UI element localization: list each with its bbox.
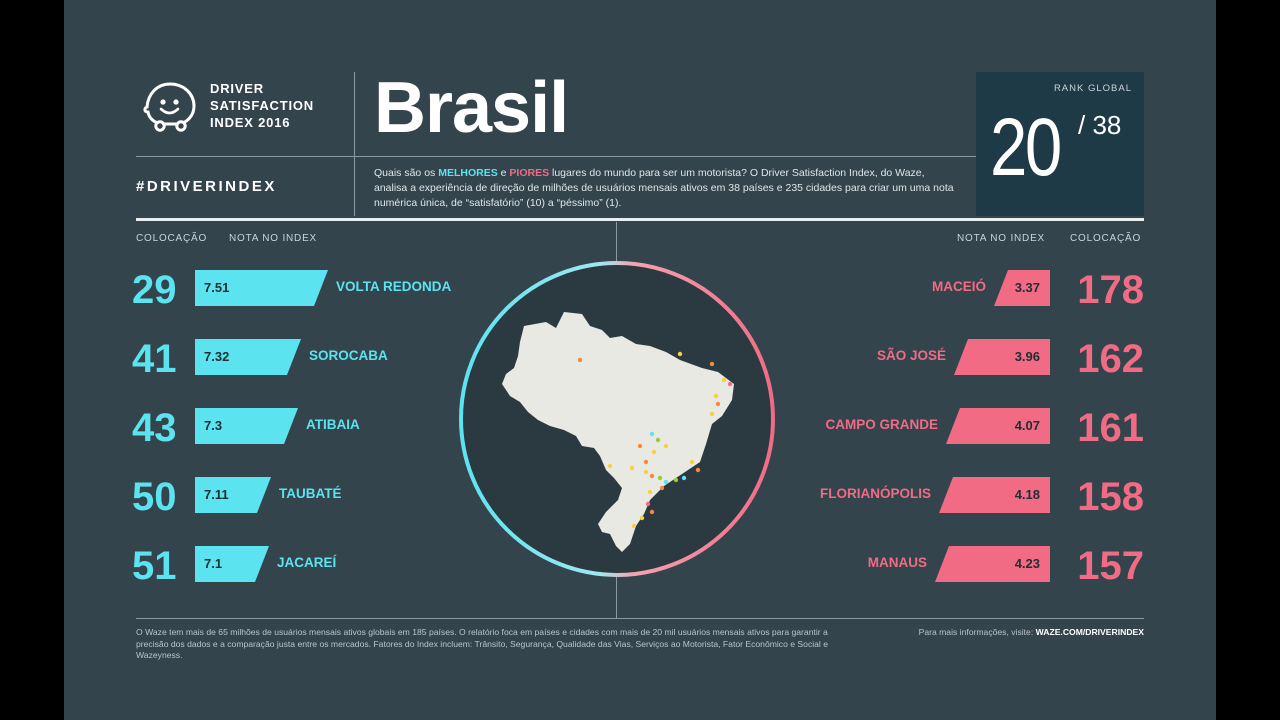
description: Quais são os MELHORES e PIORES lugares d… — [374, 166, 954, 211]
right-score-header: NOTA NO INDEX — [957, 233, 1046, 244]
rank-value: 20 — [990, 102, 1062, 193]
worst-bar — [935, 546, 1050, 582]
left-rank-header: COLOCAÇÃO — [136, 233, 208, 244]
best-score-label: 7.51 — [204, 280, 230, 295]
best-score-label: 7.1 — [204, 556, 223, 571]
best-bar — [195, 339, 301, 375]
worst-rank: 178 — [1077, 268, 1144, 312]
worst-bar — [939, 477, 1050, 513]
best-rank: 29 — [132, 268, 177, 312]
best-bar — [195, 477, 271, 513]
rank-total: / 38 — [1078, 110, 1122, 140]
best-rank: 51 — [132, 544, 177, 588]
brazil-map-icon — [502, 312, 734, 552]
footer-info-label: Para mais informações, visite: — [918, 627, 1036, 637]
best-city-label: SOROCABA — [309, 348, 388, 363]
worst-score-label: 4.18 — [1014, 487, 1040, 502]
waze-logo-icon — [143, 82, 196, 132]
right-rank-header: COLOCAÇÃO — [1070, 233, 1142, 244]
worst-city-label: CAMPO GRANDE — [825, 417, 938, 432]
worst-city-label: SÃO JOSÉ — [876, 348, 946, 363]
best-score-label: 7.3 — [204, 418, 223, 433]
footer-text: O Waze tem mais de 65 milhões de usuário… — [136, 627, 829, 660]
best-score-label: 7.11 — [204, 487, 229, 502]
city-dots — [577, 351, 733, 529]
description-part-3: lugares do mundo para ser um motorista? … — [374, 167, 954, 209]
description-part-2: e — [497, 167, 510, 179]
best-bar — [195, 270, 328, 306]
worst-rank: 161 — [1077, 406, 1144, 450]
hashtag: #DRIVERINDEX — [136, 178, 277, 195]
best-city-label: TAUBATÉ — [279, 486, 342, 501]
description-part-1: Quais são os — [374, 167, 439, 179]
best-city-label: JACAREÍ — [277, 555, 337, 570]
footer-link[interactable]: WAZE.COM/DRIVERINDEX — [1035, 627, 1144, 637]
left-score-header: NOTA NO INDEX — [229, 233, 318, 244]
worst-city-label: MANAUS — [867, 555, 927, 570]
best-rank: 50 — [132, 475, 177, 519]
brazil-map-graphic — [459, 261, 775, 577]
logo-text: DRIVER SATISFACTION INDEX 2016 — [210, 80, 314, 131]
header-divider-horizontal — [136, 156, 976, 157]
header-underline — [136, 218, 1144, 221]
worst-bar — [994, 270, 1050, 306]
rank-label: RANK GLOBAL — [1053, 83, 1132, 94]
footer-divider — [136, 618, 1144, 619]
best-city-label: VOLTA REDONDA — [336, 279, 452, 294]
logo-line-3: INDEX 2016 — [210, 115, 291, 130]
worst-city-label: MACEIÓ — [932, 279, 986, 294]
worst-score-label: 4.23 — [1014, 556, 1040, 571]
best-city-label: ATIBAIA — [306, 417, 360, 432]
logo-line-1: DRIVER — [210, 81, 264, 96]
worst-score-label: 3.96 — [1014, 349, 1040, 364]
best-rank: 43 — [132, 406, 177, 450]
best-rank: 41 — [132, 337, 177, 381]
header-divider-vertical — [354, 72, 355, 216]
worst-city-label: FLORIANÓPOLIS — [820, 486, 931, 501]
worst-score-label: 3.37 — [1014, 280, 1040, 295]
best-bar — [195, 408, 298, 444]
worst-rank: 162 — [1077, 337, 1144, 381]
global-rank-box: RANK GLOBAL 20 / 38 — [976, 72, 1144, 216]
worst-bar — [946, 408, 1050, 444]
best-bar — [195, 546, 269, 582]
worst-bar — [954, 339, 1050, 375]
worst-rank: 157 — [1077, 544, 1144, 588]
page-title: Brasil — [374, 68, 569, 148]
worst-rank: 158 — [1077, 475, 1144, 519]
description-best-word: MELHORES — [438, 167, 498, 179]
best-score-label: 7.32 — [204, 349, 230, 364]
logo-line-2: SATISFACTION — [210, 98, 314, 113]
description-worst-word: PIORES — [509, 167, 550, 179]
footer-info: Para mais informações, visite: WAZE.COM/… — [888, 627, 1144, 637]
worst-score-label: 4.07 — [1014, 418, 1040, 433]
